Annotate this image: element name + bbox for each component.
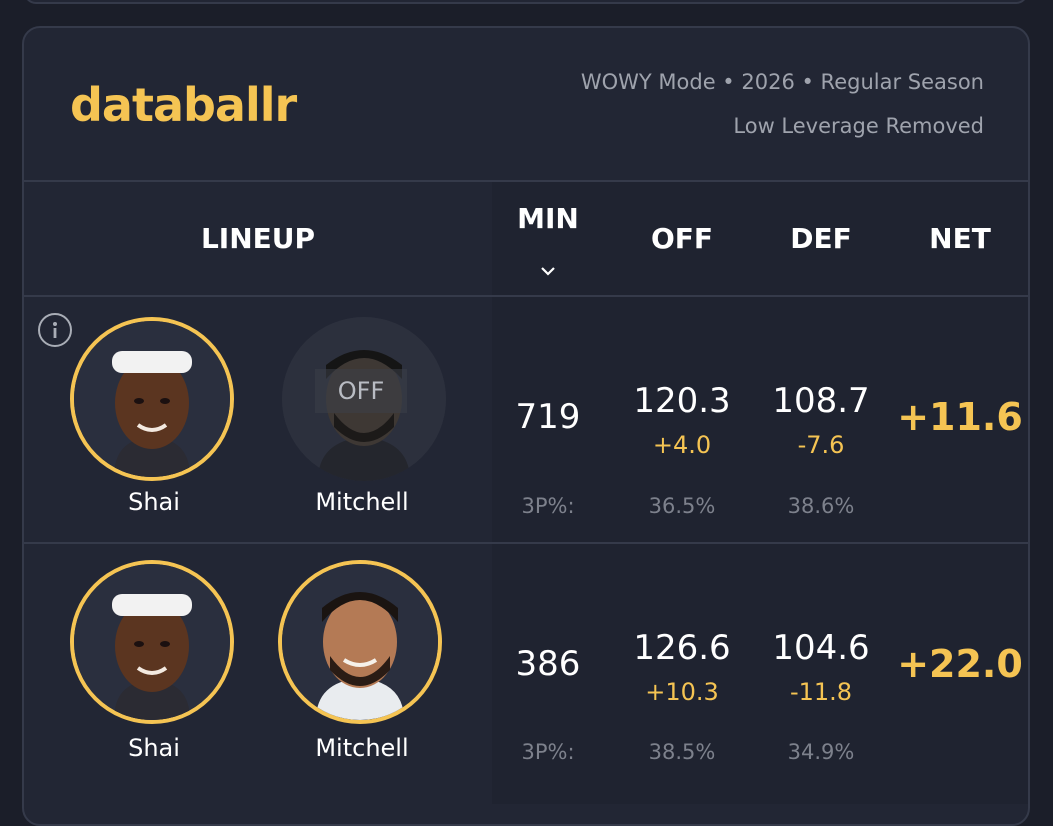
- chevron-down-icon[interactable]: [539, 264, 557, 278]
- col-off: OFF: [650, 222, 714, 255]
- def-delta: -11.8: [789, 678, 853, 706]
- lineup-row: Shai OFF Mitchell 719 120.3 +4.0 108.7 -…: [24, 297, 1028, 544]
- def-rating: 104.6: [772, 628, 870, 668]
- table-header: LINEUP MIN OFF DEF NET: [24, 180, 1028, 297]
- player-avatar-shai[interactable]: [70, 560, 234, 724]
- off-rating: 126.6: [633, 628, 731, 668]
- minutes-value: 719: [515, 397, 581, 437]
- info-icon[interactable]: [38, 313, 72, 347]
- player-name: Mitchell: [315, 734, 409, 762]
- wowy-card: databallr WOWY Mode • 2026 • Regular Sea…: [22, 26, 1030, 826]
- mode-season-label: WOWY Mode • 2026 • Regular Season: [580, 70, 984, 94]
- off-3p: 36.5%: [648, 494, 716, 518]
- def-3p: 34.9%: [787, 740, 855, 764]
- col-min-sort[interactable]: MIN: [517, 202, 579, 235]
- net-rating: +22.0: [897, 642, 1023, 686]
- previous-card: [24, 0, 1028, 4]
- col-lineup: LINEUP: [200, 222, 316, 255]
- off-badge: OFF: [315, 369, 407, 413]
- lineup-row: Shai Mitchell 386 126.6 +10.3 104.6 -11.…: [24, 544, 1028, 804]
- col-def: DEF: [790, 222, 852, 255]
- player-avatar-shai[interactable]: [70, 317, 234, 481]
- off-delta: +4.0: [652, 431, 712, 459]
- def-delta: -7.6: [797, 431, 845, 459]
- threep-label: 3P%:: [521, 740, 575, 764]
- net-rating: +11.6: [897, 395, 1023, 439]
- off-delta: +10.3: [645, 678, 719, 706]
- brand-logo: databallr: [70, 78, 297, 132]
- player-name: Shai: [128, 734, 180, 762]
- leverage-label: Low Leverage Removed: [733, 114, 984, 138]
- player-name: Shai: [128, 488, 180, 516]
- col-net: NET: [929, 222, 991, 255]
- off-3p: 38.5%: [648, 740, 716, 764]
- def-rating: 108.7: [772, 381, 870, 421]
- threep-label: 3P%:: [521, 494, 575, 518]
- def-3p: 38.6%: [787, 494, 855, 518]
- player-avatar-mitchell[interactable]: [278, 560, 442, 724]
- off-rating: 120.3: [633, 381, 731, 421]
- minutes-value: 386: [515, 644, 581, 684]
- player-name: Mitchell: [315, 488, 409, 516]
- player-avatar-mitchell[interactable]: OFF: [282, 317, 446, 481]
